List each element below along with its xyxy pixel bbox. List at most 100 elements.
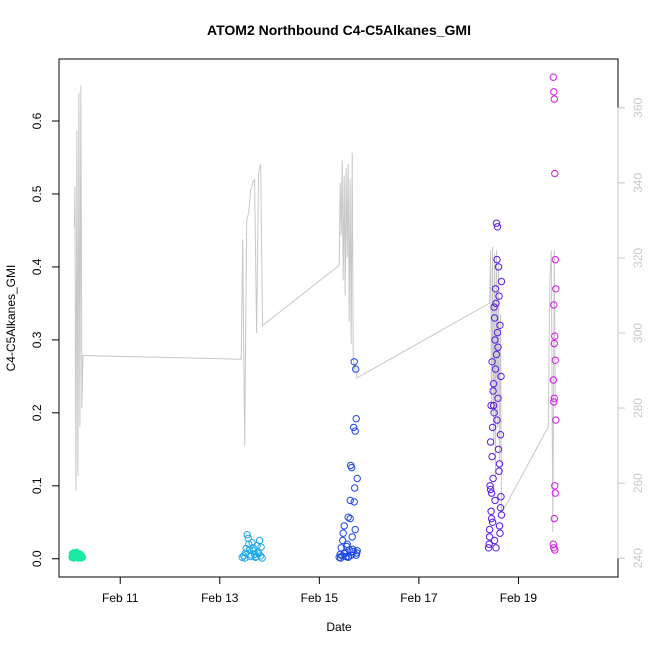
data-point (495, 292, 503, 300)
data-point (497, 372, 505, 381)
data-point (344, 513, 352, 521)
data-point (551, 482, 559, 490)
data-point (550, 95, 558, 103)
data-point (339, 536, 347, 545)
data-point (78, 553, 87, 561)
data-point (549, 376, 557, 384)
series-1 (238, 531, 266, 562)
data-point (489, 387, 497, 395)
data-point (350, 358, 358, 366)
data-point (493, 255, 501, 264)
data-point (551, 356, 559, 364)
data-point (346, 514, 354, 523)
x-tick-label: Feb 11 (102, 591, 139, 605)
data-point (551, 255, 559, 264)
data-point (348, 533, 356, 541)
data-point (352, 415, 360, 423)
x-tick-label: Feb 15 (301, 591, 339, 605)
data-point (551, 489, 559, 497)
y2-tick-label: 300 (631, 323, 645, 343)
data-point (352, 365, 360, 373)
data-point (488, 452, 496, 461)
series-4 (549, 73, 560, 554)
data-point (337, 544, 345, 552)
data-point (487, 489, 496, 497)
series-2 (335, 358, 361, 562)
y-tick-label: 0.4 (30, 258, 44, 275)
data-point (487, 514, 496, 523)
data-point (486, 485, 495, 494)
data-point (496, 529, 504, 537)
data-point (255, 536, 264, 545)
secondary-trace-line (73, 85, 556, 533)
data-point (486, 438, 495, 446)
data-point (494, 263, 503, 271)
data-point (350, 498, 358, 506)
data-point (484, 544, 493, 552)
data-point (550, 398, 558, 406)
data-point (491, 496, 499, 505)
data-point (495, 467, 503, 475)
data-point (491, 336, 499, 344)
y-tick-label: 0.0 (30, 550, 44, 567)
data-point (247, 551, 255, 559)
data-point (346, 496, 354, 505)
data-point (487, 507, 495, 515)
data-point (496, 431, 505, 439)
data-point (340, 522, 348, 530)
data-point (494, 343, 502, 351)
data-point (495, 460, 504, 468)
y-tick-label: 0.1 (30, 477, 44, 494)
data-point (487, 401, 495, 410)
y2-tick-label: 340 (631, 173, 645, 193)
data-point (488, 423, 497, 432)
data-point (490, 536, 499, 545)
y-axis-right: 240 260 280 300 320 340 360 (617, 97, 645, 568)
data-point (353, 549, 361, 557)
data-point (490, 314, 499, 322)
data-point (350, 423, 358, 432)
data-point (337, 554, 345, 562)
data-point (490, 303, 498, 311)
data-point (549, 73, 557, 81)
data-point (492, 299, 500, 308)
data-point (489, 401, 498, 410)
data-point (258, 554, 266, 562)
data-point (351, 484, 359, 492)
x-tick-label: Feb 13 (201, 591, 239, 605)
data-point (257, 543, 265, 551)
data-point (497, 511, 506, 519)
data-point (489, 380, 498, 388)
data-point (485, 533, 494, 541)
data-point (488, 518, 497, 526)
data-point (491, 365, 500, 373)
data-point (493, 223, 502, 231)
data-point (485, 540, 493, 548)
data-point (550, 339, 558, 348)
data-point (486, 482, 494, 490)
data-point (550, 514, 558, 523)
data-point (493, 416, 501, 424)
data-point (256, 552, 265, 560)
data-point (550, 88, 558, 96)
data-point (492, 219, 501, 227)
y-axis-left: 0.0 0.1 0.2 0.3 0.4 0.5 0.6 (30, 112, 60, 567)
chart-title: ATOM2 Northbound C4-C5Alkanes_GMI (207, 22, 471, 38)
y-tick-label: 0.5 (30, 185, 44, 202)
plot-frame (58, 58, 619, 578)
data-point (494, 394, 502, 402)
data-point (491, 285, 500, 293)
series-3 (484, 219, 506, 552)
data-point (488, 358, 496, 366)
x-axis-label: Date (326, 620, 352, 634)
data-point (550, 394, 558, 402)
data-point (489, 474, 497, 483)
y-tick-label: 0.3 (30, 331, 44, 348)
data-point (245, 540, 253, 548)
data-point (497, 493, 505, 501)
data-point (493, 328, 502, 337)
data-point (495, 522, 504, 530)
data-point (339, 529, 347, 537)
data-point (351, 427, 359, 435)
data-point (243, 531, 251, 539)
